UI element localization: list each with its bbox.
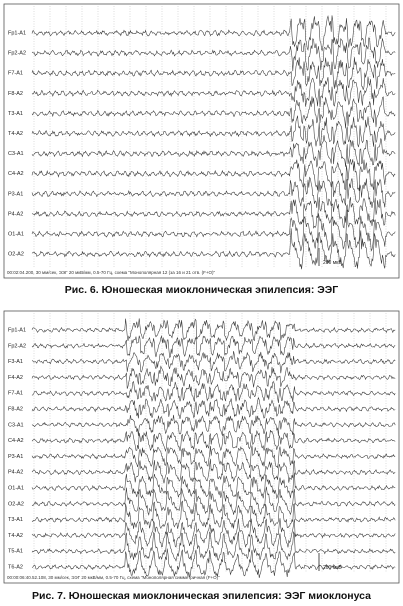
channel-label: T6-A2 (8, 564, 23, 570)
figure-caption: Рис. 7. Юношеская миоклоническая эпилепс… (32, 590, 371, 602)
channel-label: F7-A1 (8, 71, 23, 77)
eeg-trace (31, 531, 396, 562)
figure-caption: Рис. 6. Юношеская миоклоническая эпилепс… (65, 284, 338, 296)
channel-label: C3-A1 (8, 151, 24, 157)
channel-label: F4-A2 (8, 375, 23, 381)
eeg-trace (31, 381, 396, 403)
eeg-trace (31, 518, 396, 548)
eeg-trace (31, 115, 396, 148)
channel-label: O2-A2 (8, 501, 24, 507)
eeg-trace (31, 414, 396, 436)
channel-label: Fp2-A2 (8, 343, 26, 349)
eeg-trace (31, 500, 396, 529)
eeg-trace (31, 486, 396, 516)
eeg-trace (31, 76, 396, 108)
eeg-trace (31, 472, 396, 500)
eeg-trace (31, 209, 396, 252)
eeg-trace (31, 158, 396, 191)
channel-label: O1-A1 (8, 231, 24, 237)
eeg-trace (31, 458, 396, 484)
eeg-trace (31, 176, 396, 208)
eeg-trace (31, 15, 396, 51)
channel-label: T5-A1 (8, 549, 23, 555)
eeg-trace (31, 228, 396, 270)
eeg-trace (31, 396, 396, 419)
eeg-footer: 00:00:06:40.52.108, 30 мм/сек, ЭЭГ 20 мк… (7, 575, 220, 580)
eeg-trace (31, 96, 396, 129)
channel-label: F3-A1 (8, 359, 23, 365)
eeg-footer: 00:02:04.200, 30 мм/сек, ЭЭГ 20 мкВ/мм, … (7, 270, 215, 275)
channel-label: P3-A1 (8, 454, 23, 460)
channel-label: Fp1-A1 (8, 327, 26, 333)
channel-label: T4-A2 (8, 131, 23, 137)
channel-label: O2-A2 (8, 252, 24, 258)
channel-label: Fp1-A1 (8, 30, 26, 36)
channel-label: C4-A2 (8, 438, 24, 444)
eeg-trace (31, 335, 396, 358)
channel-label: P4-A2 (8, 211, 23, 217)
eeg-trace (31, 197, 396, 229)
channel-label: C4-A2 (8, 171, 24, 177)
channel-label: F8-A2 (8, 406, 23, 412)
channel-label: O1-A1 (8, 485, 24, 491)
eeg-trace (31, 548, 396, 578)
channel-label: C3-A1 (8, 422, 24, 428)
channel-label: F7-A1 (8, 391, 23, 397)
eeg-trace (31, 365, 396, 389)
channel-label: T3-A1 (8, 517, 23, 523)
eeg-trace (31, 351, 396, 374)
scale-label: 200 мкВ (323, 260, 342, 266)
eeg-trace (31, 37, 396, 72)
eeg-frame (3, 310, 400, 584)
eeg-trace (31, 57, 396, 90)
eeg-trace (31, 318, 396, 342)
channel-label: Fp2-A2 (8, 51, 26, 57)
eeg-trace (31, 135, 396, 168)
scale-label: 200 мкВ (323, 565, 342, 571)
channel-label: T4-A2 (8, 533, 23, 539)
channel-label: T3-A1 (8, 111, 23, 117)
channel-label: P4-A2 (8, 470, 23, 476)
channel-label: F8-A2 (8, 91, 23, 97)
eeg-trace (31, 445, 396, 469)
channel-label: P3-A1 (8, 191, 23, 197)
eeg-trace (31, 429, 396, 453)
